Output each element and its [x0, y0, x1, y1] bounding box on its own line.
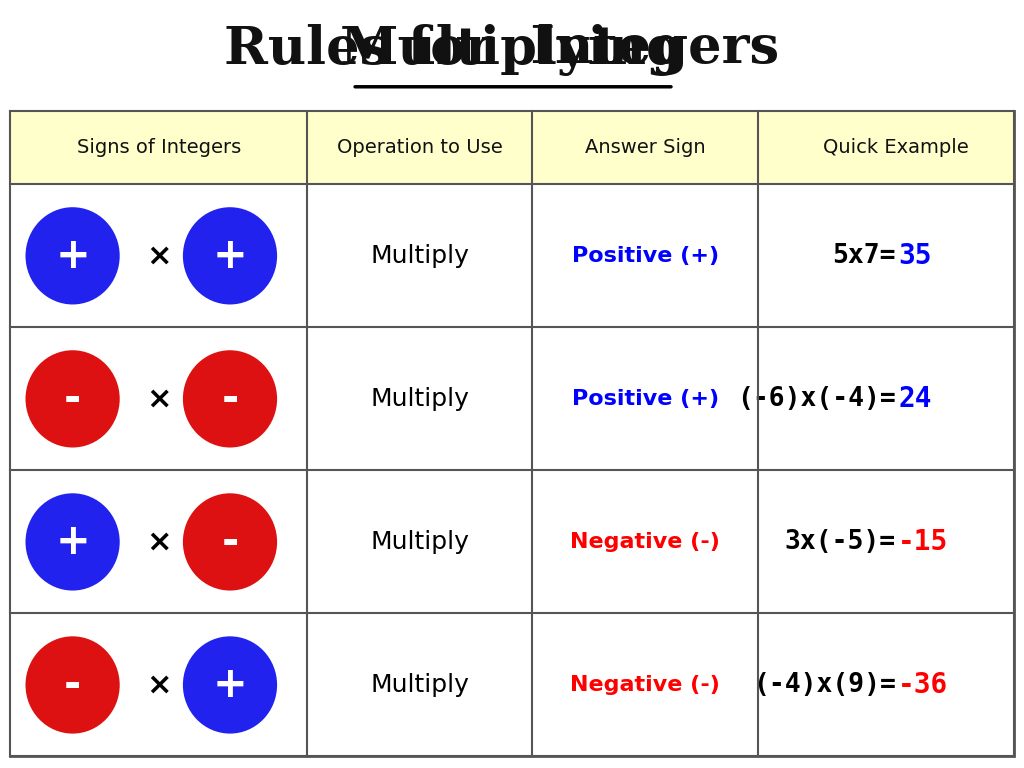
- Text: Negative (-): Negative (-): [570, 532, 720, 552]
- Text: ×: ×: [146, 241, 171, 270]
- FancyBboxPatch shape: [10, 470, 1014, 614]
- Text: 3x(-5)=: 3x(-5)=: [784, 529, 896, 555]
- Text: -: -: [63, 378, 81, 420]
- Text: Positive (+): Positive (+): [571, 246, 719, 266]
- Ellipse shape: [26, 350, 120, 448]
- FancyBboxPatch shape: [10, 111, 1014, 184]
- Text: Quick Example: Quick Example: [823, 138, 969, 157]
- Text: ×: ×: [146, 384, 171, 413]
- Text: Multiply: Multiply: [371, 387, 469, 411]
- Text: (-6)x(-4)=: (-6)x(-4)=: [737, 386, 896, 412]
- Text: 24: 24: [898, 385, 932, 413]
- Text: +: +: [55, 521, 90, 563]
- Text: +: +: [213, 235, 248, 276]
- Text: Operation to Use: Operation to Use: [337, 138, 503, 157]
- Text: Negative (-): Negative (-): [570, 675, 720, 695]
- Text: +: +: [55, 235, 90, 276]
- Text: -15: -15: [898, 528, 948, 556]
- Text: Answer Sign: Answer Sign: [585, 138, 706, 157]
- Text: -: -: [63, 664, 81, 706]
- Text: Integers: Integers: [512, 25, 779, 75]
- Text: Positive (+): Positive (+): [571, 389, 719, 409]
- Ellipse shape: [26, 637, 120, 733]
- Ellipse shape: [26, 493, 120, 591]
- Text: Multiply: Multiply: [371, 244, 469, 268]
- FancyBboxPatch shape: [10, 327, 1014, 470]
- FancyBboxPatch shape: [10, 184, 1014, 327]
- Text: ×: ×: [146, 670, 171, 700]
- Text: (-4)x(9)=: (-4)x(9)=: [753, 672, 896, 698]
- FancyBboxPatch shape: [10, 614, 1014, 756]
- Text: 35: 35: [898, 242, 932, 270]
- Ellipse shape: [183, 637, 278, 733]
- Text: -: -: [221, 521, 239, 563]
- Ellipse shape: [183, 493, 278, 591]
- Text: 5x7=: 5x7=: [833, 243, 896, 269]
- Text: Signs of Integers: Signs of Integers: [77, 138, 241, 157]
- Text: ×: ×: [146, 528, 171, 557]
- Text: +: +: [213, 664, 248, 706]
- FancyBboxPatch shape: [10, 111, 1014, 756]
- Text: -: -: [221, 378, 239, 420]
- Ellipse shape: [183, 207, 278, 304]
- Text: -36: -36: [898, 671, 948, 699]
- Ellipse shape: [26, 207, 120, 304]
- Text: Rules for: Rules for: [224, 25, 512, 75]
- Text: Multiplying: Multiplying: [340, 24, 684, 76]
- Text: Multiply: Multiply: [371, 530, 469, 554]
- Text: Multiply: Multiply: [371, 673, 469, 697]
- Ellipse shape: [183, 350, 278, 448]
